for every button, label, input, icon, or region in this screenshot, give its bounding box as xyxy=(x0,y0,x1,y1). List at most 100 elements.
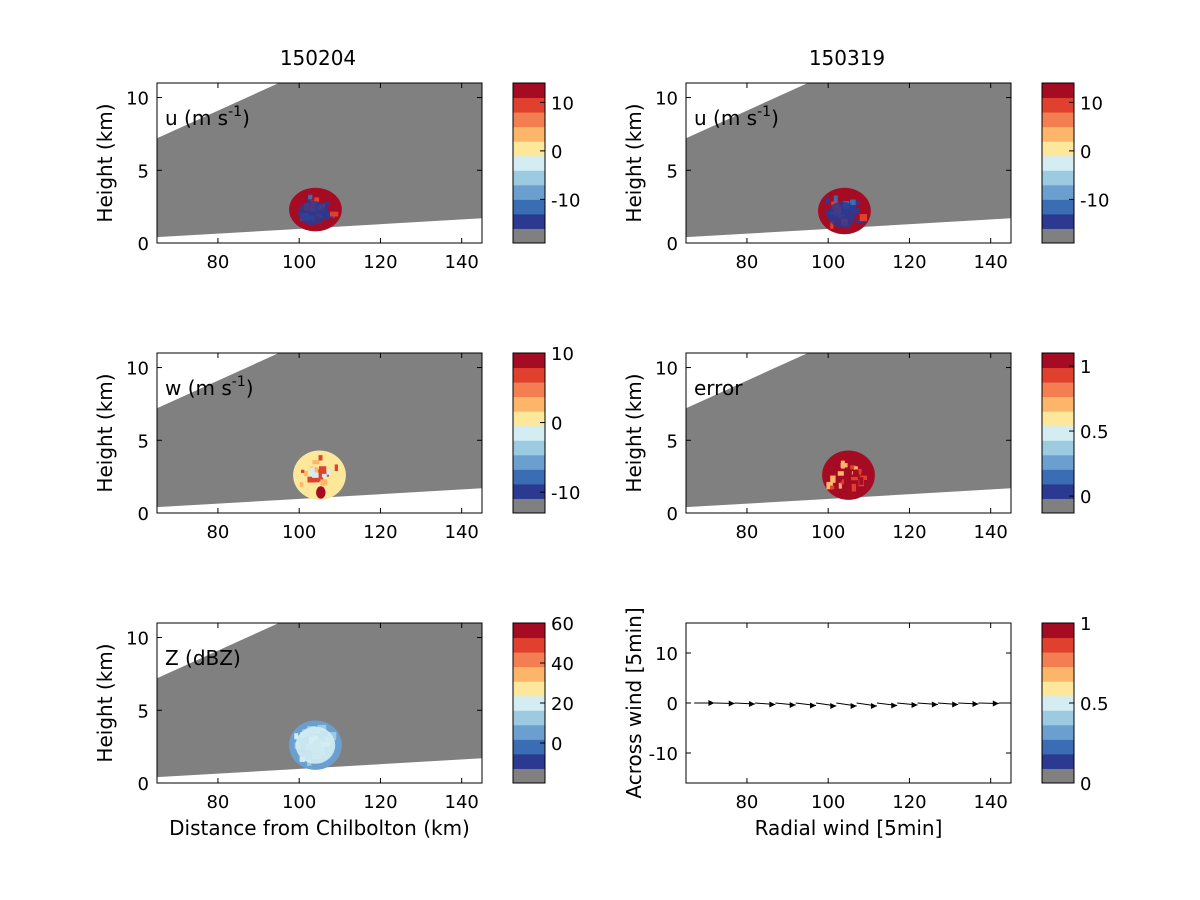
colorbar-segment xyxy=(513,498,545,514)
colorbar-segment xyxy=(513,695,545,711)
colorbar-segment xyxy=(1042,483,1074,499)
y-tick-label: 10 xyxy=(655,359,678,380)
echo-cell xyxy=(299,482,304,487)
colorbar-segment xyxy=(1042,396,1074,412)
y-tick-label: 10 xyxy=(655,644,678,665)
echo-cell xyxy=(314,474,320,483)
echo-cell xyxy=(318,466,327,474)
colorbar-segment xyxy=(1042,623,1074,639)
colorbar-segment xyxy=(1042,155,1074,171)
x-tick-label: 140 xyxy=(445,252,479,273)
echo-cell xyxy=(314,467,319,474)
x-tick-label: 80 xyxy=(735,522,758,543)
colorbar-segment xyxy=(1042,83,1074,99)
colorbar-segment xyxy=(513,228,545,244)
echo-cell xyxy=(860,475,868,480)
wind-vector-head xyxy=(728,700,735,707)
x-tick-label: 120 xyxy=(892,252,926,273)
scan-region xyxy=(157,353,482,508)
colorbar-segment xyxy=(513,382,545,398)
colorbar-segment xyxy=(1042,724,1074,740)
colorbar-frame xyxy=(512,82,546,244)
colorbar-segment xyxy=(513,483,545,499)
y-tick-label: 0 xyxy=(667,234,678,255)
axes-frame xyxy=(685,352,1012,514)
echo-cell xyxy=(320,479,328,486)
axes-frame xyxy=(685,82,1012,244)
y-tick-label: 0 xyxy=(667,504,678,525)
y-tick-label: 0 xyxy=(138,504,149,525)
colorbar-segment xyxy=(1042,498,1074,514)
y-axis-label: Height (km) xyxy=(93,643,117,762)
y-tick-label: 0 xyxy=(667,694,678,715)
y-tick-label: 10 xyxy=(126,89,149,110)
colorbar-segment xyxy=(1042,739,1074,755)
colorbar-segment xyxy=(513,112,545,128)
colorbar-segment xyxy=(1042,695,1074,711)
echo-cell xyxy=(850,465,856,470)
colorbar-tick-label: 10 xyxy=(551,93,574,114)
panel-label: Z (dBZ) xyxy=(165,646,241,670)
colorbar-tick-label: 0.5 xyxy=(1080,422,1109,443)
colorbar-segment xyxy=(1042,228,1074,244)
colorbar-segment xyxy=(1042,382,1074,398)
scan-region xyxy=(157,623,482,778)
x-axis-label: Distance from Chilbolton (km) xyxy=(169,816,470,840)
y-tick-label: 10 xyxy=(126,629,149,650)
colorbar-tick-label: 0 xyxy=(1080,142,1091,163)
echo-core xyxy=(827,201,857,228)
echo-cell xyxy=(316,474,324,482)
x-tick-label: 100 xyxy=(811,522,845,543)
y-tick-label: 10 xyxy=(655,89,678,110)
echo-cell xyxy=(830,221,834,229)
echo-cell xyxy=(304,470,308,477)
colorbar-tick-label: 20 xyxy=(551,694,574,715)
colorbar-segment xyxy=(513,440,545,456)
colorbar-segment xyxy=(513,637,545,653)
echo-cell xyxy=(838,482,842,489)
wind-vector-head xyxy=(911,702,918,708)
colorbar-tick-label: 0 xyxy=(551,414,562,435)
y-axis-label: Height (km) xyxy=(622,103,646,222)
colorbar-segment xyxy=(1042,637,1074,653)
echo-cell xyxy=(825,197,830,204)
colorbar-frame xyxy=(512,352,546,514)
y-tick-label: 5 xyxy=(138,431,149,452)
y-tick-label: 0 xyxy=(138,774,149,795)
colorbar-segment xyxy=(1042,753,1074,769)
colorbar-segment xyxy=(513,170,545,186)
colorbar-tick-label: 0 xyxy=(1080,774,1091,795)
colorbar-segment xyxy=(513,199,545,215)
echo-cell xyxy=(851,200,861,205)
colorbar-tick-label: -10 xyxy=(551,483,580,504)
colorbar-segment xyxy=(513,353,545,369)
x-axis-label: Radial wind [5min] xyxy=(755,816,943,840)
echo-cell xyxy=(850,199,856,206)
wind-vector-head xyxy=(830,703,837,709)
colorbar-tick-label: 60 xyxy=(551,614,574,635)
colorbar-segment xyxy=(513,97,545,113)
panel-label: u (m s-1) xyxy=(165,104,250,130)
colorbar-tick-label: 0 xyxy=(551,734,562,755)
wind-vector-head xyxy=(789,702,796,708)
colorbar-segment xyxy=(1042,184,1074,200)
colorbar-segment xyxy=(1042,768,1074,784)
colorbar-segment xyxy=(1042,170,1074,186)
y-axis-label: Height (km) xyxy=(622,373,646,492)
colorbar-tick-label: 10 xyxy=(551,344,574,365)
echo-cell xyxy=(837,474,842,482)
wind-vector-head xyxy=(992,700,999,707)
colorbar-segment xyxy=(513,753,545,769)
colorbar-frame xyxy=(1041,352,1075,514)
x-tick-label: 120 xyxy=(363,792,397,813)
scan-region xyxy=(686,83,1011,238)
y-tick-label: 10 xyxy=(126,359,149,380)
x-tick-label: 140 xyxy=(445,522,479,543)
x-tick-label: 140 xyxy=(445,792,479,813)
axes-frame xyxy=(156,352,483,514)
panel-label: u (m s-1) xyxy=(694,104,779,130)
colorbar-segment xyxy=(513,213,545,229)
